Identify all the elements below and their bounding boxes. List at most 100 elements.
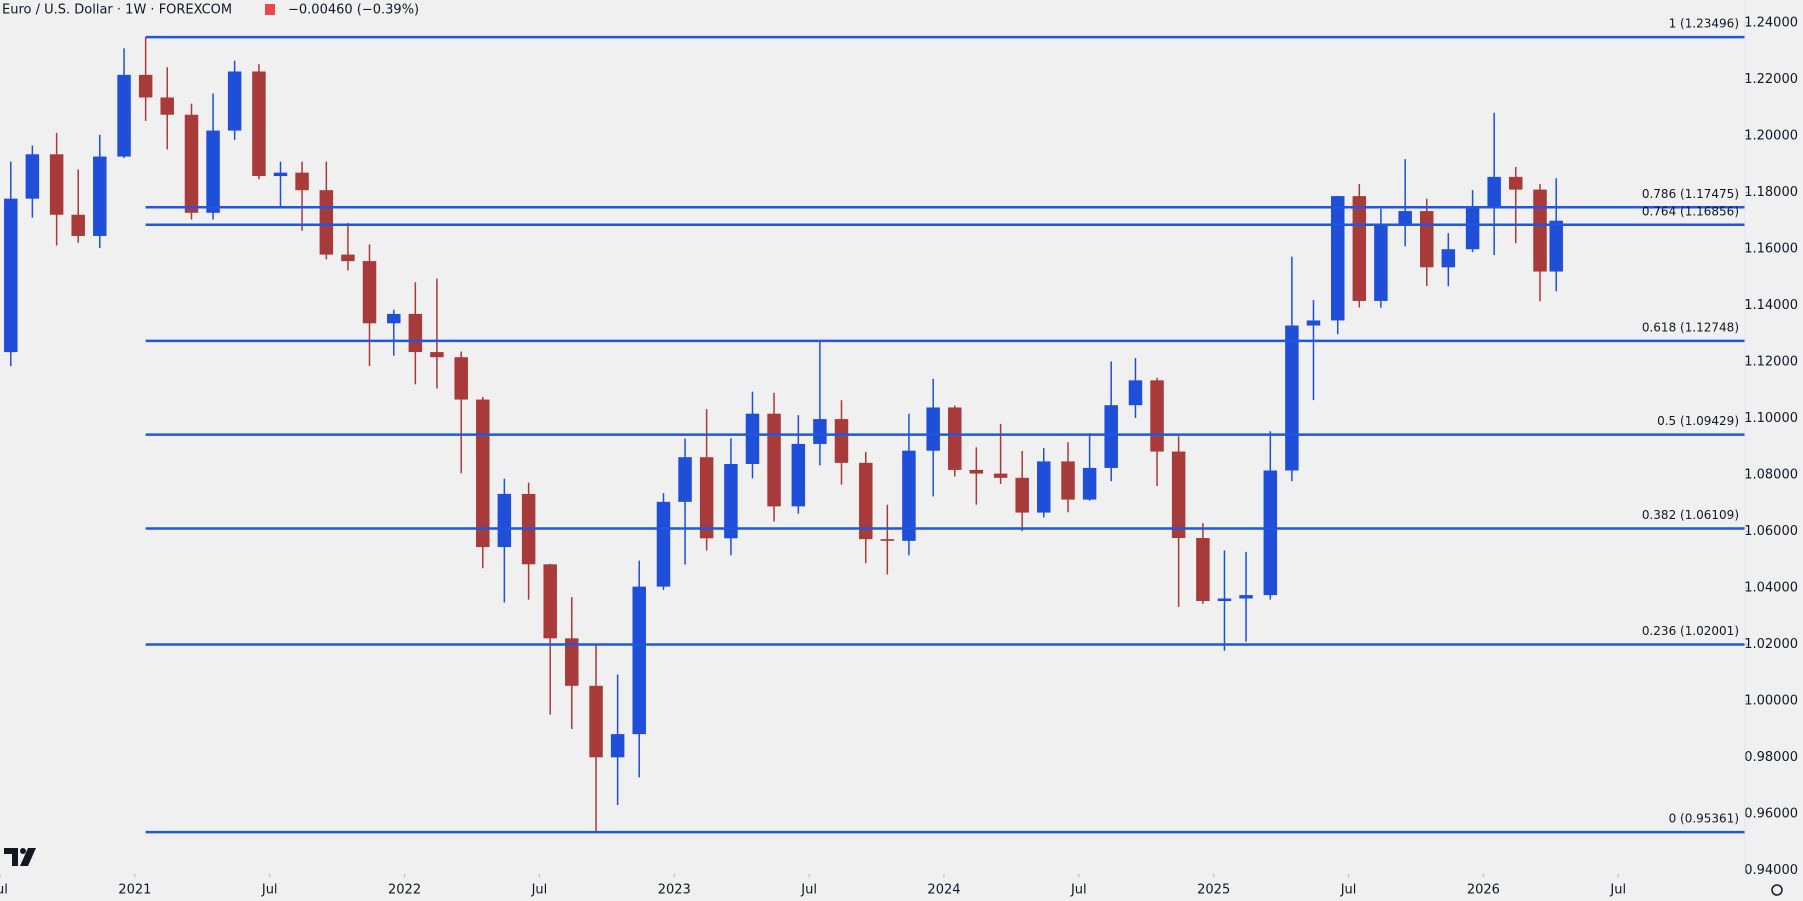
candle-body bbox=[319, 190, 334, 255]
y-tick-label: 1.02000 bbox=[1744, 637, 1798, 652]
fib-label: 0.382 (1.06109) bbox=[1642, 508, 1739, 522]
candle-body bbox=[160, 97, 174, 115]
x-tick-label: Jul bbox=[1340, 883, 1357, 898]
candle-body bbox=[1420, 211, 1434, 268]
x-tick-label: Jul bbox=[800, 883, 817, 898]
candle-body bbox=[273, 172, 288, 177]
candle-body bbox=[71, 214, 85, 236]
y-tick-label: 1.22000 bbox=[1744, 72, 1798, 87]
candle-body bbox=[1533, 189, 1547, 272]
candle-body bbox=[1082, 467, 1097, 500]
candle-body bbox=[1171, 451, 1186, 539]
candle-body bbox=[25, 154, 40, 199]
y-tick-label: 0.94000 bbox=[1744, 863, 1798, 878]
candle-body bbox=[49, 154, 64, 215]
candle-body bbox=[589, 685, 603, 758]
candle-body bbox=[1374, 224, 1388, 301]
candle-body bbox=[813, 419, 827, 444]
candle-body bbox=[476, 399, 490, 548]
y-tick-label: 1.12000 bbox=[1744, 354, 1798, 369]
candle-body bbox=[834, 419, 849, 463]
y-tick-label: 0.96000 bbox=[1744, 807, 1798, 822]
candle-body bbox=[252, 71, 266, 177]
y-tick-label: 1.14000 bbox=[1744, 298, 1798, 313]
candle-body bbox=[1196, 538, 1210, 602]
fib-label: 0.764 (1.16856) bbox=[1642, 204, 1739, 218]
candle-body bbox=[184, 114, 199, 213]
tv-logo[interactable] bbox=[4, 848, 36, 866]
y-tick-label: 1.06000 bbox=[1744, 524, 1798, 539]
x-tick-label: 2021 bbox=[118, 883, 151, 898]
candle-body bbox=[1441, 249, 1456, 268]
candle-body bbox=[699, 457, 714, 539]
x-tick-label: Jul bbox=[0, 883, 8, 898]
candle-body bbox=[1263, 470, 1278, 596]
candle-body bbox=[117, 74, 131, 157]
candle-body bbox=[632, 586, 646, 735]
logo-part bbox=[20, 848, 36, 866]
candle-body bbox=[1104, 405, 1118, 468]
logo-part bbox=[4, 848, 18, 866]
candle-body bbox=[767, 413, 781, 507]
candle-body bbox=[1037, 461, 1051, 513]
candle-body bbox=[138, 74, 153, 98]
candle-body bbox=[745, 413, 760, 464]
x-tick-label: Jul bbox=[261, 883, 278, 898]
x-tick-label: 2026 bbox=[1467, 883, 1500, 898]
fib-label: 0.618 (1.12748) bbox=[1642, 320, 1739, 334]
y-tick-label: 1.08000 bbox=[1744, 468, 1798, 483]
settings-icon[interactable] bbox=[1771, 884, 1783, 896]
fib-label: 0.786 (1.17475) bbox=[1642, 187, 1739, 201]
symbol-title[interactable]: Euro / U.S. Dollar · 1W · FOREXCOM bbox=[2, 3, 232, 18]
y-tick-label: 1.16000 bbox=[1744, 241, 1798, 256]
candle-body bbox=[1306, 320, 1321, 326]
y-tick-label: 1.18000 bbox=[1744, 185, 1798, 200]
header-bg bbox=[0, 0, 420, 20]
fib-label: 0 (0.95361) bbox=[1669, 812, 1739, 826]
fib-label: 0.236 (1.02001) bbox=[1642, 624, 1739, 638]
flag-icon[interactable] bbox=[265, 4, 275, 15]
candle-body bbox=[1015, 477, 1029, 513]
candle-body bbox=[1465, 207, 1480, 250]
candle-body bbox=[1061, 461, 1075, 500]
candle-body bbox=[1239, 595, 1253, 599]
candle-body bbox=[656, 501, 671, 587]
candle-body bbox=[610, 734, 625, 758]
candle-body bbox=[791, 443, 806, 507]
candle-body bbox=[1509, 176, 1523, 190]
logo-part bbox=[20, 848, 26, 854]
candle-body bbox=[4, 198, 18, 353]
candle-body bbox=[1217, 598, 1232, 602]
x-tick-label: 2025 bbox=[1197, 883, 1230, 898]
candle-body bbox=[880, 539, 895, 541]
candle-body bbox=[993, 473, 1008, 478]
candle-body bbox=[724, 463, 738, 539]
candle-body bbox=[93, 156, 107, 236]
candle-body bbox=[678, 457, 692, 502]
candle-body bbox=[387, 313, 401, 324]
x-tick-label: 2024 bbox=[927, 883, 960, 898]
candle-body bbox=[341, 254, 355, 262]
candle-body bbox=[1128, 380, 1143, 406]
candle-body bbox=[295, 172, 309, 191]
candle-body bbox=[1331, 196, 1345, 321]
candle-body bbox=[454, 357, 468, 400]
candle-body bbox=[408, 313, 423, 353]
y-tick-label: 0.98000 bbox=[1744, 750, 1798, 765]
candle-body bbox=[227, 71, 242, 131]
candle-body bbox=[1150, 380, 1164, 452]
x-tick-label: Jul bbox=[1070, 883, 1087, 898]
candle-body bbox=[948, 407, 962, 470]
y-tick-label: 1.04000 bbox=[1744, 581, 1798, 596]
x-tick-label: Jul bbox=[531, 883, 548, 898]
candle-body bbox=[926, 407, 940, 451]
x-tick-label: 2022 bbox=[388, 883, 421, 898]
y-tick-label: 1.24000 bbox=[1744, 15, 1798, 30]
price-change: −0.00460 (−0.39%) bbox=[288, 3, 419, 18]
candle-body bbox=[565, 638, 579, 686]
candle-body bbox=[1487, 176, 1501, 208]
candle-body bbox=[362, 261, 377, 324]
